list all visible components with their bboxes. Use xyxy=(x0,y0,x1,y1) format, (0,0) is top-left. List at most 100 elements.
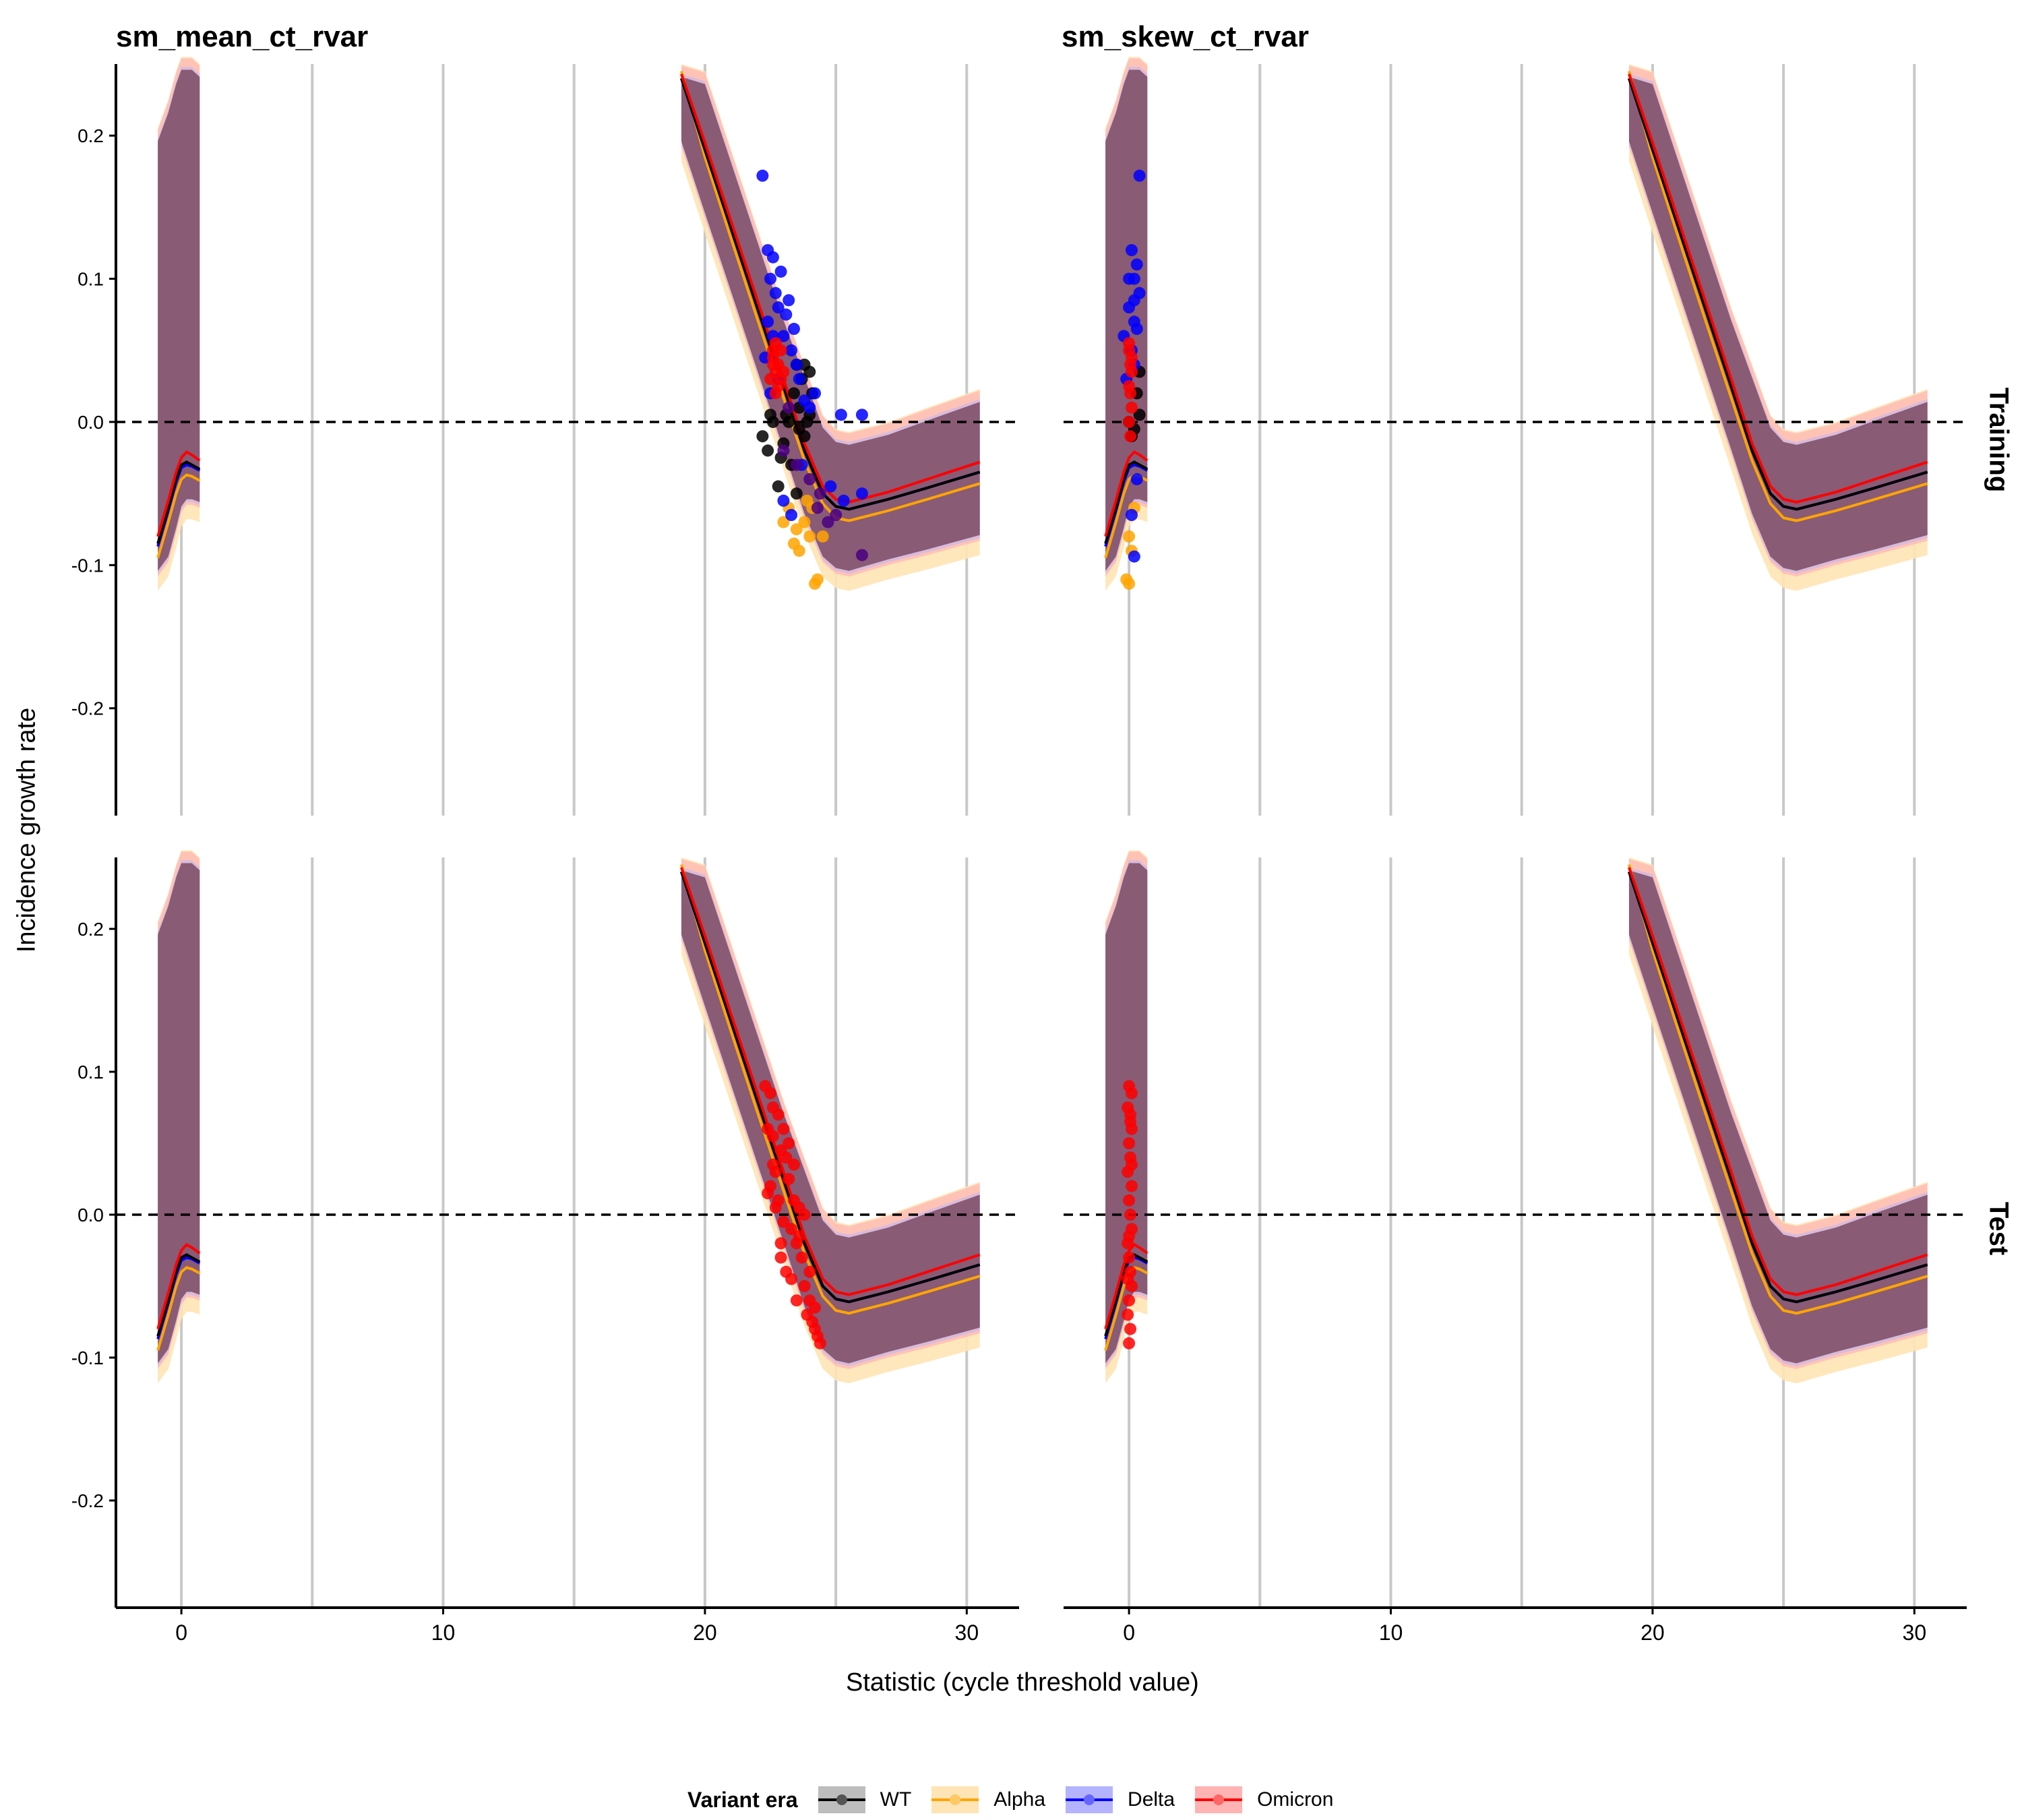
data-point-delta xyxy=(777,330,790,342)
curve-omicron xyxy=(1104,1243,1148,1330)
x-tick-label: 30 xyxy=(1903,1620,1927,1645)
data-point-omicron xyxy=(1122,1308,1134,1321)
data-point-alpha xyxy=(816,530,829,543)
data-point-delta xyxy=(1128,550,1140,563)
data-point-mixed xyxy=(803,473,816,485)
data-point-omicron xyxy=(787,1158,800,1171)
legend-item-wt: WT xyxy=(818,1786,912,1813)
data-point-delta xyxy=(809,387,822,400)
data-point-wt xyxy=(772,480,785,493)
data-point-omicron xyxy=(1123,1337,1136,1349)
data-point-delta xyxy=(780,308,793,321)
y-tick-label: 0.0 xyxy=(78,1205,104,1225)
data-point-omicron xyxy=(1124,1209,1137,1221)
data-point-omicron xyxy=(1123,1194,1136,1207)
data-point-omicron xyxy=(806,1316,819,1328)
y-tick-label: -0.1 xyxy=(71,1347,104,1368)
row-strip-training: Training xyxy=(1984,387,2014,493)
curve-alpha xyxy=(1628,71,1928,522)
legend-key-delta xyxy=(1066,1786,1113,1813)
curve-wt xyxy=(1628,78,1928,511)
data-point-omicron xyxy=(798,1280,811,1292)
data-point-wt xyxy=(764,408,777,421)
data-point-omicron xyxy=(1123,1137,1136,1149)
data-point-omicron xyxy=(811,1330,824,1343)
data-point-wt xyxy=(756,430,769,443)
facet-title-skew: sm_skew_ct_rvar xyxy=(1062,20,1309,53)
data-point-omicron xyxy=(1125,351,1138,364)
data-point-delta xyxy=(769,286,782,299)
data-point-omicron xyxy=(1122,1273,1134,1285)
data-point-omicron xyxy=(774,1237,787,1250)
data-point-omicron xyxy=(774,1251,787,1264)
curve-wt xyxy=(680,78,981,511)
data-point-delta xyxy=(855,487,868,500)
ribbon-wt xyxy=(681,870,980,1364)
curve-alpha xyxy=(1628,864,1928,1315)
data-point-omicron xyxy=(774,344,787,357)
data-point-omicron xyxy=(769,387,782,400)
data-point-delta xyxy=(787,322,800,335)
data-point-omicron xyxy=(1124,1323,1137,1335)
data-point-alpha xyxy=(798,516,811,528)
panel-skew-training xyxy=(1064,57,1967,816)
data-point-delta xyxy=(764,272,777,285)
data-point-omicron xyxy=(1124,387,1137,400)
data-point-omicron xyxy=(762,1187,774,1200)
data-point-delta xyxy=(824,480,837,493)
legend-label-omicron: Omicron xyxy=(1257,1788,1334,1811)
data-point-mixed xyxy=(790,458,803,471)
data-point-mixed xyxy=(855,549,868,562)
curve-omicron xyxy=(156,1243,201,1330)
curve-wt xyxy=(156,1253,201,1337)
data-point-mixed xyxy=(814,487,826,500)
data-point-omicron xyxy=(766,351,779,364)
legend-label-alpha: Alpha xyxy=(993,1788,1046,1811)
data-point-omicron xyxy=(783,1137,795,1149)
y-tick-label: 0.2 xyxy=(78,125,104,146)
data-point-delta xyxy=(762,315,774,328)
legend-item-delta: Delta xyxy=(1066,1786,1175,1813)
ribbon-wt xyxy=(681,77,980,571)
data-point-omicron xyxy=(1123,415,1136,428)
panel-mean-test: -0.2 -0.1 0.0 0.1 0.2 0 10 20 30 xyxy=(71,850,1019,1645)
data-point-omicron xyxy=(1125,1158,1138,1171)
data-point-alpha xyxy=(1123,530,1136,543)
curve-omicron xyxy=(680,73,981,504)
data-point-wt xyxy=(790,487,803,500)
data-point-omicron xyxy=(785,1273,798,1285)
data-point-omicron xyxy=(1124,1116,1137,1128)
row-strip-test: Test xyxy=(1984,1201,2014,1256)
data-point-delta xyxy=(834,408,847,421)
ribbon-wt xyxy=(1105,69,1148,571)
data-point-omicron xyxy=(790,1294,803,1307)
legend-label-wt: WT xyxy=(880,1788,912,1811)
data-point-mixed xyxy=(777,444,790,457)
data-point-delta xyxy=(803,401,816,414)
curve-wt xyxy=(1104,460,1148,545)
data-point-omicron xyxy=(766,1130,779,1143)
curve-omicron xyxy=(1104,450,1148,537)
data-point-delta xyxy=(774,265,787,278)
legend-item-alpha: Alpha xyxy=(931,1786,1045,1813)
data-point-omicron xyxy=(777,1122,790,1135)
data-point-omicron xyxy=(1123,1294,1136,1307)
y-tick-label: 0.1 xyxy=(78,269,104,290)
data-point-omicron xyxy=(795,1251,808,1264)
data-point-wt xyxy=(762,444,774,457)
data-point-omicron xyxy=(1123,337,1136,350)
data-point-mixed xyxy=(811,502,824,514)
data-point-omicron xyxy=(1125,1087,1138,1099)
data-point-delta xyxy=(1123,272,1136,285)
data-point-wt xyxy=(803,365,816,378)
legend-title: Variant era xyxy=(687,1787,798,1812)
data-point-omicron xyxy=(1125,1180,1138,1192)
data-point-alpha xyxy=(777,516,790,528)
curve-wt xyxy=(680,871,981,1304)
data-point-omicron xyxy=(785,1223,798,1236)
data-point-wt xyxy=(798,430,811,443)
data-point-delta xyxy=(1130,473,1143,485)
data-point-alpha xyxy=(803,530,816,543)
data-point-alpha xyxy=(793,545,805,557)
data-point-omicron xyxy=(780,1151,793,1164)
